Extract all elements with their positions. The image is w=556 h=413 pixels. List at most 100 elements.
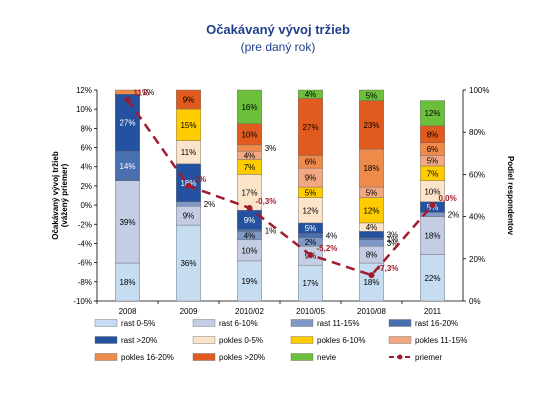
segment-label: 9% xyxy=(183,212,195,221)
segment-label: 8% xyxy=(366,251,378,260)
average-label: 2% xyxy=(195,175,207,184)
segment-label: 6% xyxy=(427,145,439,154)
x-tick-label: 2010/02 xyxy=(235,307,264,316)
x-tick-label: 2011 xyxy=(424,307,442,316)
bar-segment xyxy=(176,224,201,302)
bar-segment xyxy=(237,89,262,124)
legend-label: rast 11-15% xyxy=(317,319,360,328)
bar-segment xyxy=(115,89,140,95)
average-point xyxy=(307,251,314,258)
segment-label: 11% xyxy=(181,148,196,157)
bar-segment xyxy=(420,216,445,255)
bar-segment xyxy=(359,239,384,247)
segment-label: 16% xyxy=(241,103,257,112)
segment-label: 18% xyxy=(363,164,379,173)
legend-label: rast 16-20% xyxy=(415,319,458,328)
bar-segment xyxy=(115,94,140,152)
segment-label: 12% xyxy=(363,206,379,215)
average-line xyxy=(126,98,434,277)
segment-label: 39% xyxy=(119,218,135,227)
average-label: 11% xyxy=(134,89,150,98)
segment-label: 12% xyxy=(424,109,440,118)
y-axis-left-label: Očakávaný vývoj tržieb xyxy=(51,151,60,240)
y-left-tick-label: -8% xyxy=(78,278,92,287)
segment-label: 4% xyxy=(305,90,317,99)
average-label: -0,3% xyxy=(256,197,277,206)
y-right-tick-label: 20% xyxy=(469,255,485,264)
segment-label: 8% xyxy=(427,130,439,139)
segment-label: 18% xyxy=(119,278,135,287)
bar-segment xyxy=(359,237,384,241)
segment-label: 15% xyxy=(180,121,196,130)
y-left-tick-label: 2% xyxy=(80,182,92,191)
segment-label: 18% xyxy=(424,232,440,241)
bar-segment xyxy=(359,89,384,101)
segment-label: 7% xyxy=(427,169,439,178)
legend-label: pokles 11-15% xyxy=(415,336,467,345)
bar-segment xyxy=(237,229,262,232)
y-left-tick-label: 4% xyxy=(80,163,92,172)
bar-segment xyxy=(359,231,384,238)
segment-label: 3% xyxy=(387,239,399,248)
x-tick-label: 2008 xyxy=(119,307,137,316)
segment-label: 10% xyxy=(424,187,440,196)
y-right-tick-label: 80% xyxy=(469,128,485,137)
bar-segment xyxy=(359,100,384,150)
legend-label: pokles 6-10% xyxy=(317,336,365,345)
segment-label: 2% xyxy=(305,238,317,247)
segment-label: 3% xyxy=(387,231,399,240)
average-point xyxy=(429,202,436,209)
legend-swatch xyxy=(290,353,314,361)
legend-swatch xyxy=(192,353,216,361)
average-point xyxy=(124,96,131,103)
segment-label: 18% xyxy=(363,278,379,287)
segment-label: 14% xyxy=(119,162,135,171)
y-axis-right-label: Podiel respondentov xyxy=(506,156,515,236)
legend-label: nevie xyxy=(317,353,337,362)
y-right-tick-label: 0% xyxy=(469,297,481,306)
segment-label: 1% xyxy=(387,235,399,244)
x-tick-label: 2010/08 xyxy=(357,307,386,316)
y-left-tick-label: 8% xyxy=(80,124,92,133)
legend-swatch xyxy=(94,319,118,327)
bar-segment xyxy=(420,254,445,302)
legend-swatch-point xyxy=(397,354,403,360)
segment-label: 27% xyxy=(302,123,318,132)
legend-swatch xyxy=(388,319,412,327)
legend-swatch xyxy=(192,319,216,327)
bar-segment xyxy=(176,201,201,207)
segment-label: 2% xyxy=(143,88,155,97)
bar-segment xyxy=(298,98,323,156)
bar-segment xyxy=(176,163,201,203)
segment-label: 4% xyxy=(244,232,256,241)
bar-segment xyxy=(237,174,262,211)
x-tick-label: 2010/05 xyxy=(296,307,325,316)
legend-label: pokles 0-5% xyxy=(219,336,263,345)
bar-segment xyxy=(298,197,323,224)
segment-label: 3% xyxy=(265,144,277,153)
legend-swatch xyxy=(94,353,118,361)
y-right-tick-label: 60% xyxy=(469,170,485,179)
segment-label: 2% xyxy=(204,200,216,209)
legend-label: rast >20% xyxy=(121,336,157,345)
segment-label: 5% xyxy=(366,188,378,197)
segment-label: 23% xyxy=(363,121,379,130)
segment-label: 2% xyxy=(448,210,460,219)
segment-label: 17% xyxy=(241,188,257,197)
legend-label: priemer xyxy=(415,353,442,362)
y-left-tick-label: 0% xyxy=(80,201,92,210)
bar-segment xyxy=(237,144,262,152)
legend-swatch xyxy=(94,336,118,344)
segment-label: 22% xyxy=(424,274,440,283)
average-label: 0,0% xyxy=(439,194,457,203)
segment-label: 27% xyxy=(119,119,135,128)
y-left-tick-label: -2% xyxy=(78,220,92,229)
legend-swatch xyxy=(290,319,314,327)
segment-label: 6% xyxy=(305,158,317,167)
legend-label: pokles >20% xyxy=(219,353,265,362)
segment-label: 12% xyxy=(302,206,318,215)
segment-label: 9% xyxy=(244,216,256,225)
chart-subtitle: (pre daný rok) xyxy=(240,40,316,54)
y-right-tick-label: 40% xyxy=(469,213,485,222)
